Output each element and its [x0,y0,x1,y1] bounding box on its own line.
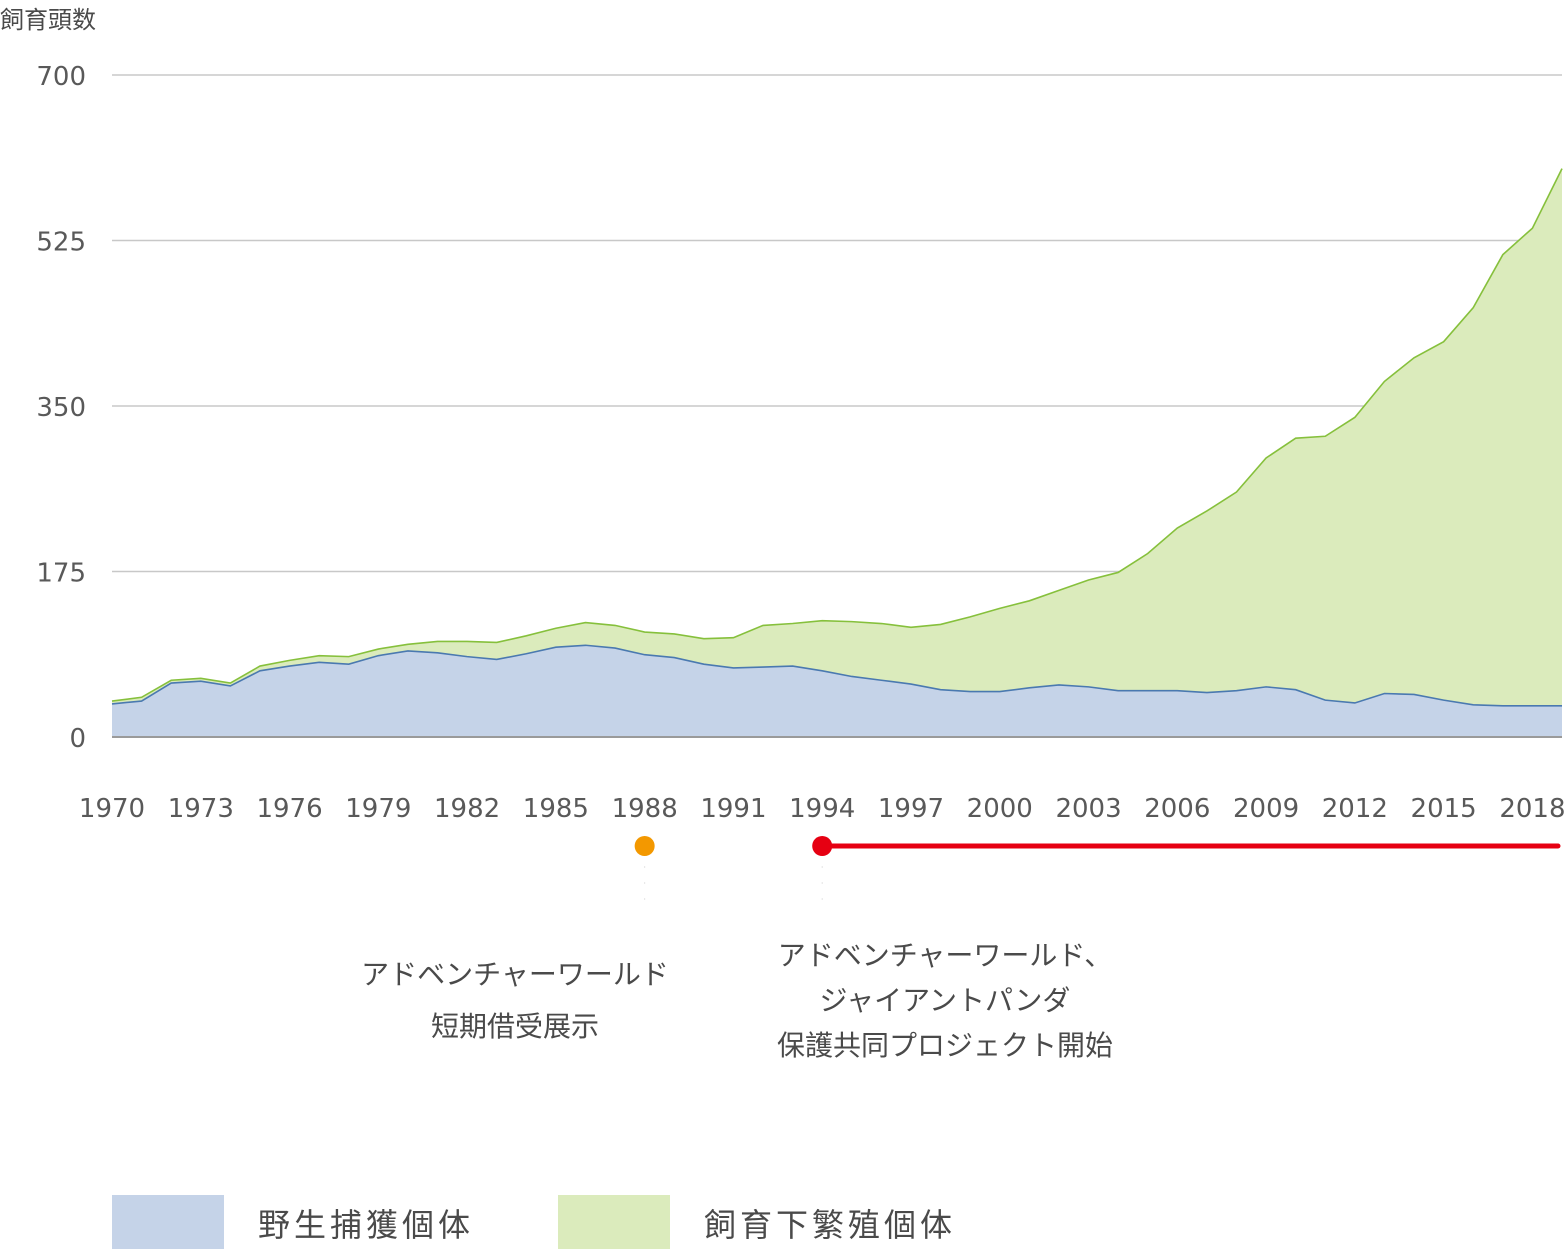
line-captive-bred-top [111,168,1563,702]
event-dot-1988 [634,836,655,856]
legend-label-wild: 野生捕獲個体 [258,1206,475,1244]
x-tick-1985: 1985 [523,794,589,824]
y-tick-700: 700 [36,62,86,92]
x-tick-1991: 1991 [700,794,766,824]
event-markers [634,836,1561,912]
x-tick-2000: 2000 [967,794,1033,824]
x-tick-1970: 1970 [79,794,145,824]
x-tick-2018: 2018 [1499,794,1565,824]
x-tick-1973: 1973 [168,794,234,824]
area-wild-caught [112,645,1562,737]
legend-label-captive: 飼育下繁殖個体 [704,1206,957,1244]
line-wild-caught-top [111,644,1562,707]
y-tick-350: 350 [36,393,86,423]
x-tick-2015: 2015 [1411,794,1477,824]
area-captive-bred [112,168,1562,706]
x-tick-2009: 2009 [1233,794,1299,824]
event-note-1994-line2: ジャイアントパンダ [819,984,1071,1017]
event-note-1988-line1: アドベンチャーワールド [361,958,669,991]
x-tick-1997: 1997 [878,794,944,824]
x-tick-2006: 2006 [1144,794,1210,824]
x-tick-2012: 2012 [1322,794,1388,824]
x-tick-1982: 1982 [434,794,500,824]
areas [111,168,1563,738]
y-tick-labels: 0 175 350 525 700 [36,62,86,754]
x-tick-1976: 1976 [256,794,322,824]
event-note-1994-line1: アドベンチャーワールド、 [777,939,1113,972]
x-tick-1979: 1979 [345,794,411,824]
x-tick-labels: 1970 1973 1976 1979 1982 1985 1988 1991 1994 1997… [79,794,1566,824]
y-tick-0: 0 [69,724,86,754]
y-axis-title: 飼育頭数 [0,6,96,34]
event-dot-1994 [812,836,833,856]
y-tick-525: 525 [36,228,86,258]
x-tick-2003: 2003 [1055,794,1121,824]
event-note-1988: アドベンチャーワールド 短期借受展示 [300,950,730,1052]
x-tick-1988: 1988 [612,794,678,824]
legend-swatch-wild [112,1195,224,1249]
y-tick-175: 175 [36,559,86,589]
event-note-1994: アドベンチャーワールド、 ジャイアントパンダ 保護共同プロジェクト開始 [720,933,1170,1068]
x-tick-1994: 1994 [789,794,855,824]
legend-swatch-captive [558,1195,670,1249]
event-note-1994-line3: 保護共同プロジェクト開始 [776,1029,1113,1062]
event-note-1988-line2: 短期借受展示 [430,1010,599,1043]
